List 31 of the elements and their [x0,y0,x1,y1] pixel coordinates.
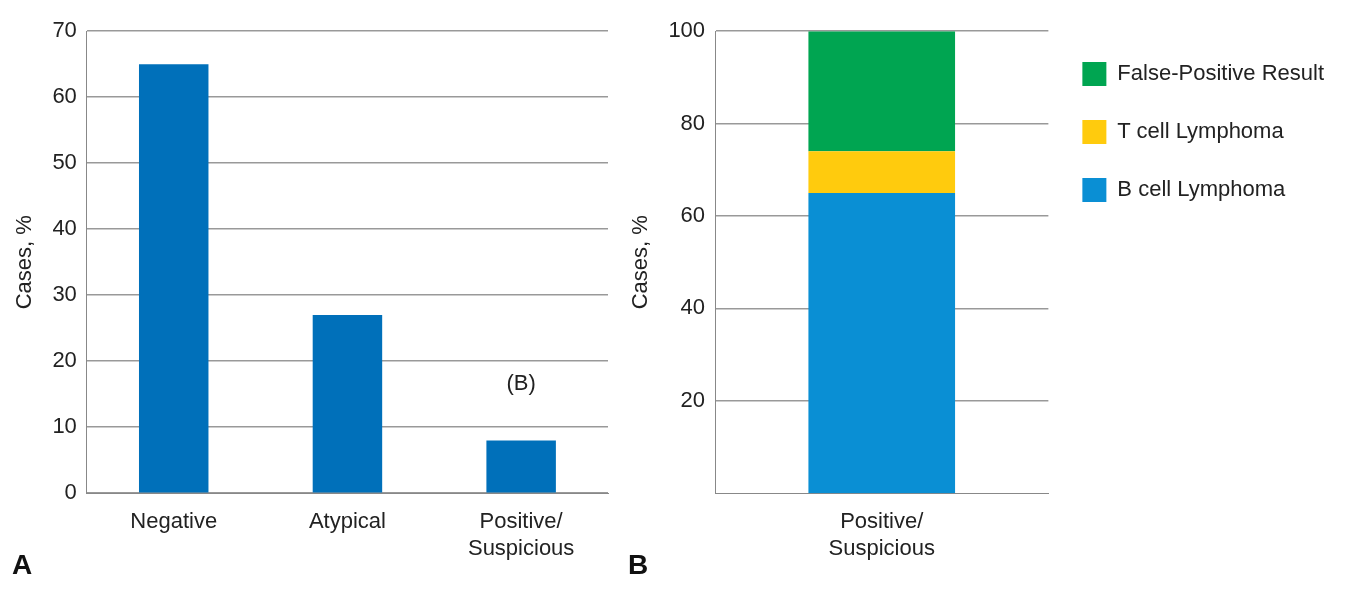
y-axis-title: Cases, % [627,215,653,310]
y-tick-label: 0 [64,479,77,505]
y-tick-label: 30 [52,281,77,307]
y-tick-label: 40 [52,215,77,241]
y-tick-label: 60 [52,83,77,109]
y-axis-title: Cases, % [11,215,37,310]
y-tick-label: 80 [680,109,706,135]
y-tick-label: 50 [52,149,77,175]
y-tick-label: 20 [52,347,77,373]
bar [808,192,956,494]
text: A [12,548,33,580]
bar [138,64,209,493]
x-tick-label: Positive/Suspicious [828,508,935,560]
y-tick-label: 60 [680,202,706,228]
bar [808,151,956,193]
y-tick-label: 10 [52,413,77,439]
y-tick-label: 20 [680,386,706,412]
legend-label: False-Positive Result [1117,60,1325,86]
bar [808,31,956,152]
x-tick-label: Atypical [308,508,386,534]
bar [312,315,383,493]
annotation: (B) [506,370,536,396]
x-tick-label: Positive/Suspicious [467,508,575,560]
bar [486,440,556,493]
x-tick-label: Negative [130,508,218,534]
y-tick-label: 100 [668,17,706,43]
y-tick-label: 70 [52,17,77,43]
legend-label: T cell Lymphoma [1117,118,1285,144]
text: B [628,548,649,580]
y-tick-label: 40 [680,294,706,320]
legend-label: B cell Lymphoma [1117,176,1287,202]
